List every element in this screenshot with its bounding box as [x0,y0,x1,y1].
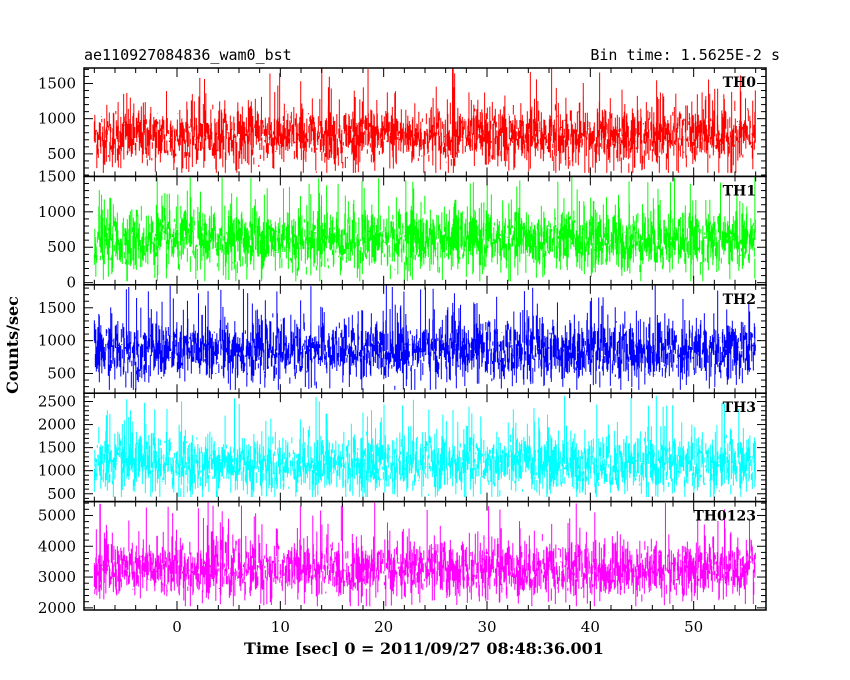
y-tick-label: 0 [66,274,76,292]
y-tick-label: 500 [47,145,76,163]
panel-th0123: 2000 3000 4000 5000 TH0123 [38,500,767,617]
panel-th0: 500 1000 1500 TH0 [38,67,767,178]
y-tick-label: 3000 [38,568,76,586]
y-tick-label: 1500 [38,74,76,92]
series-th1 [93,176,756,282]
y-tick-label: 500 [47,238,76,256]
panel-label: TH2 [723,292,756,308]
y-tick-label: 500 [47,364,76,382]
y-tick-label: 2000 [38,416,76,434]
panel-th3: 500 1000 1500 2000 2500 TH3 [38,392,767,503]
y-tick-label: 1500 [38,439,76,457]
y-axis-label: Counts/sec [3,296,22,394]
y-tick-label: 500 [47,485,76,503]
y-tick-label: 1000 [38,203,76,221]
series-th0123 [93,502,756,607]
x-tick-label: 10 [271,618,290,636]
panel-label: TH0123 [693,509,756,525]
y-tick-label: 2500 [38,393,76,411]
x-axis-label: Time [sec] 0 = 2011/09/27 08:48:36.001 [244,639,604,658]
x-tick-label: 40 [581,618,600,636]
series-th0 [93,68,756,173]
x-tick-label: 20 [374,618,393,636]
series-th2 [93,284,756,390]
panel-label: TH1 [723,183,756,199]
panel-label: TH0 [723,75,757,91]
series-th3 [93,395,756,497]
y-tick-label: 5000 [38,506,76,524]
x-tick-label: 30 [477,618,496,636]
x-tick-label: 0 [172,618,182,636]
panel-label: TH3 [723,400,756,416]
panel-th2: 500 1000 1500 TH2 [38,284,767,394]
chart-title: ae110927084836_wam0_bst [84,46,292,64]
y-tick-label: 4000 [38,537,76,555]
y-tick-label: 1500 [38,167,76,185]
y-tick-label: 2000 [38,599,76,617]
y-tick-label: 1000 [38,462,76,480]
y-tick-label: 1000 [38,332,76,350]
bin-time-label: Bin time: 1.5625E-2 s [590,46,780,64]
y-tick-label: 1500 [38,299,76,317]
panel-frame [83,500,767,611]
panel-th1: 0 500 1000 1500 TH1 [38,167,767,292]
x-tick-label: 50 [684,618,703,636]
y-tick-label: 1000 [38,110,76,128]
